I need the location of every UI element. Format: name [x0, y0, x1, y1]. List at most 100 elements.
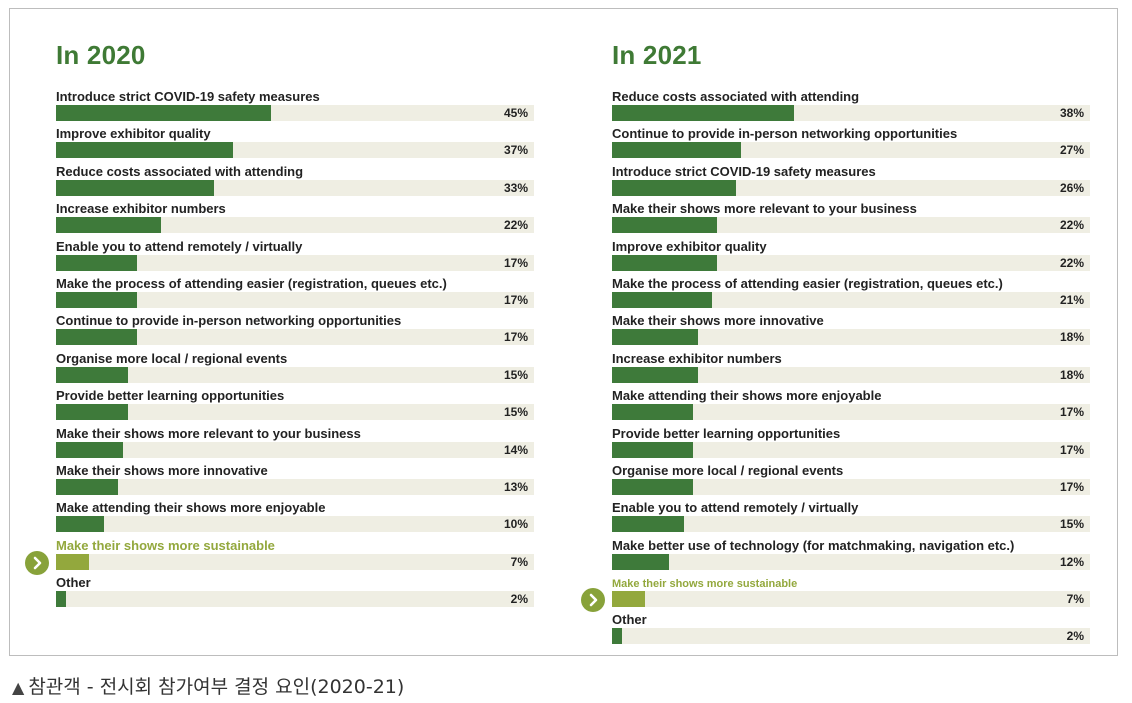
figure-caption: ▲ 참관객 - 전시회 참가여부 결정 요인(2020-21): [12, 672, 404, 699]
bar-track: 7%: [56, 553, 534, 570]
chart-panel-2021: In 2021 Reduce costs associated with att…: [581, 42, 1090, 647]
bar-track: 17%: [612, 441, 1090, 458]
bar-row: Provide better learning opportunities 15%: [56, 385, 534, 422]
bar-value-label: 17%: [1059, 442, 1084, 457]
bar: [612, 142, 742, 159]
bar: [612, 404, 694, 421]
bar: [56, 217, 162, 234]
bar-value-label: 27%: [1059, 143, 1084, 158]
bar-value-label: 15%: [503, 405, 528, 420]
bar-label: Make better use of technology (for match…: [612, 537, 1015, 553]
bar-track: 17%: [612, 478, 1090, 495]
bar-label: Increase exhibitor numbers: [612, 350, 782, 366]
bar-row: Make the process of attending easier (re…: [612, 273, 1090, 310]
bar: [56, 329, 138, 346]
chart-title-2020: In 2020: [56, 40, 146, 70]
bar-label: Make their shows more innovative: [56, 462, 268, 478]
bar-track: 18%: [612, 366, 1090, 383]
bar-value-label: 18%: [1059, 367, 1084, 382]
bar-row: Organise more local / regional events 17%: [612, 460, 1090, 497]
bar-row: Other 2%: [612, 609, 1090, 646]
bar-value-label: 2%: [510, 592, 528, 607]
chevron-right-icon: [25, 550, 49, 575]
bar-row: Make their shows more relevant to your b…: [612, 198, 1090, 235]
bar-value-label: 15%: [503, 367, 528, 382]
bar-value-label: 15%: [1059, 517, 1084, 532]
bar-value-label: 22%: [1059, 218, 1084, 233]
bar: [56, 553, 90, 570]
bar-row: Organise more local / regional events 15%: [56, 348, 534, 385]
bar-row: Continue to provide in-person networking…: [612, 123, 1090, 160]
bar-value-label: 17%: [503, 292, 528, 307]
chart-frame: In 2020 Introduce strict COVID-19 safety…: [9, 8, 1118, 656]
chart-panel-2020: In 2020 Introduce strict COVID-19 safety…: [25, 40, 534, 609]
bar-value-label: 38%: [1059, 106, 1084, 120]
bar-row: Make their shows more sustainable 7%: [25, 535, 534, 575]
bar-label: Introduce strict COVID-19 safety measure…: [56, 89, 320, 104]
bar-label: Other: [56, 575, 91, 591]
bar-label: Make the process of attending easier (re…: [56, 275, 447, 291]
bar-label: Reduce costs associated with attending: [56, 163, 304, 179]
bar: [56, 516, 104, 533]
bar-track: 2%: [56, 591, 534, 608]
bar-row: Increase exhibitor numbers 22%: [56, 198, 534, 235]
bar-track: 15%: [612, 516, 1090, 533]
bar: [56, 142, 233, 159]
bar-value-label: 14%: [503, 442, 528, 457]
bar-row: Provide better learning opportunities 17%: [612, 423, 1090, 460]
bar-row: Make better use of technology (for match…: [612, 535, 1090, 572]
bar-row: Enable you to attend remotely / virtuall…: [56, 236, 534, 273]
bar-value-label: 33%: [503, 180, 528, 195]
bar: [612, 591, 646, 608]
bar-track: 38%: [612, 105, 1090, 121]
bar-value-label: 7%: [1066, 592, 1084, 607]
bar-row: Make their shows more sustainable 7%: [581, 572, 1090, 613]
bar-value-label: 17%: [503, 255, 528, 270]
bar-label: Enable you to attend remotely / virtuall…: [612, 500, 859, 516]
bar: [56, 441, 123, 458]
bar-value-label: 21%: [1059, 292, 1084, 307]
bar-track: 21%: [612, 291, 1090, 308]
bar-label: Reduce costs associated with attending: [612, 89, 860, 104]
bar-track: 22%: [56, 217, 534, 234]
bar-label: Make attending their shows more enjoyabl…: [612, 388, 882, 404]
bar-value-label: 17%: [503, 330, 528, 345]
bar-label: Make their shows more relevant to your b…: [612, 201, 917, 217]
triangle-up-icon: ▲: [12, 678, 25, 697]
bar: [56, 254, 138, 271]
bar-value-label: 10%: [503, 517, 528, 532]
bar-label: Other: [612, 612, 647, 628]
bar-track: 33%: [56, 179, 534, 196]
bar-label: Introduce strict COVID-19 safety measure…: [612, 163, 876, 179]
bar-row: Improve exhibitor quality 22%: [612, 236, 1090, 273]
bar-label: Improve exhibitor quality: [612, 238, 767, 254]
bar-track: 27%: [612, 142, 1090, 159]
bar: [612, 516, 684, 533]
bar-label: Provide better learning opportunities: [612, 425, 841, 441]
bar-label: Make the process of attending easier (re…: [612, 275, 1003, 291]
chevron-right-icon: [581, 588, 605, 613]
bar-track: 14%: [56, 441, 534, 458]
bar-value-label: 17%: [1059, 405, 1084, 420]
bar-label: Make attending their shows more enjoyabl…: [56, 500, 326, 516]
bar-value-label: 7%: [510, 554, 528, 569]
bar-value-label: 12%: [1059, 554, 1084, 569]
bar-label: Make their shows more sustainable: [612, 578, 798, 591]
bar-label: Enable you to attend remotely / virtuall…: [56, 238, 303, 254]
bar-row: Enable you to attend remotely / virtuall…: [612, 497, 1090, 534]
bar-track: 10%: [56, 516, 534, 533]
bar: [612, 441, 694, 458]
bar: [612, 329, 699, 346]
bar: [612, 179, 737, 196]
bar-track: 12%: [612, 553, 1090, 570]
bar-label: Make their shows more sustainable: [56, 537, 275, 553]
bar-row: Continue to provide in-person networking…: [56, 310, 534, 347]
bar-label: Continue to provide in-person networking…: [56, 313, 402, 329]
bar-label: Organise more local / regional events: [56, 350, 288, 366]
bar-label: Make their shows more relevant to your b…: [56, 425, 361, 441]
bar-row: Make the process of attending easier (re…: [56, 273, 534, 310]
bar-row: Other 2%: [56, 572, 534, 609]
bar: [612, 478, 694, 495]
bar-track: 18%: [612, 329, 1090, 346]
bar-value-label: 45%: [503, 106, 528, 120]
